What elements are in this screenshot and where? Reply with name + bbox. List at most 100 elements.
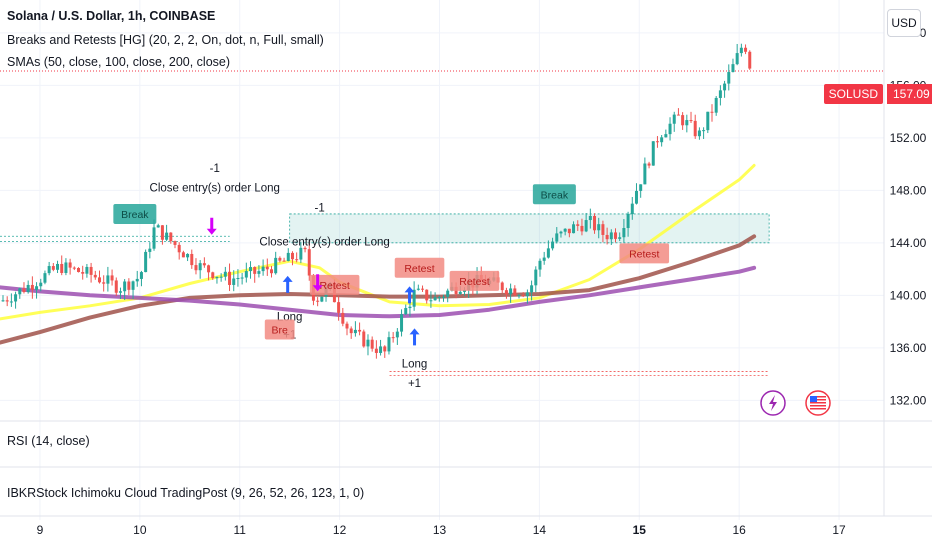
candle-body (597, 224, 601, 231)
candle-body (433, 297, 437, 301)
candle-body (681, 115, 685, 126)
candle-body (1, 300, 5, 302)
candle-body (618, 237, 622, 239)
candle-body (437, 297, 441, 299)
candle-body (727, 72, 731, 84)
annotation-text: -1 (315, 202, 325, 214)
candle-body (89, 266, 93, 275)
candle-body (534, 269, 538, 286)
candle-body (219, 276, 223, 278)
candle-body (748, 51, 752, 69)
label-box (309, 274, 360, 295)
candle-body (60, 263, 64, 273)
y-tick-label: 148.00 (890, 183, 927, 197)
candle-body (718, 90, 722, 98)
candle-body (77, 268, 81, 273)
candle-body (173, 241, 177, 245)
candle-body (286, 252, 290, 262)
candle-body (509, 288, 513, 295)
flag-canton (810, 396, 817, 402)
candle-body (186, 253, 190, 258)
candle-body (530, 285, 534, 293)
label-text: Break (121, 209, 149, 221)
x-tick-label: 17 (832, 523, 846, 537)
annotation-text: -1 (210, 163, 220, 175)
candle-body (307, 249, 311, 276)
candle-body (345, 323, 349, 329)
candle-body (9, 301, 13, 303)
retest-label: Retest (619, 243, 670, 264)
label-text: Break (541, 189, 569, 201)
candle-body (370, 339, 374, 349)
ichimoku-pane-label[interactable]: IBKRStock Ichimoku Cloud TradingPost (9,… (7, 486, 365, 500)
y-tick-label: 144.00 (890, 236, 927, 250)
candle-body (152, 227, 156, 249)
candle-body (114, 280, 118, 293)
sma-line-2 (0, 234, 757, 345)
candle-body (215, 276, 219, 279)
candle-body (165, 232, 169, 240)
candle-body (576, 224, 580, 226)
y-tick-label: 152.00 (890, 131, 927, 145)
label-text: Retest (404, 263, 434, 275)
candle-body (504, 290, 508, 295)
lightning-glyph (769, 395, 777, 411)
candle-body (672, 114, 676, 124)
candle-body (660, 137, 664, 143)
chart-title: Solana / U.S. Dollar, 1h, COINBASE (7, 9, 216, 23)
candle-body (278, 257, 282, 261)
rsi-pane-label[interactable]: RSI (14, close) (7, 434, 90, 448)
candle-body (655, 141, 659, 143)
candle-body (160, 225, 164, 240)
symbol-tag: SOLUSD (823, 84, 883, 104)
candle-body (265, 266, 269, 270)
candle-body (458, 291, 462, 294)
candle-body (538, 260, 542, 270)
candle-body (693, 120, 697, 137)
candle-body (412, 289, 416, 307)
x-tick-label: 10 (133, 523, 147, 537)
candle-body (521, 295, 525, 297)
candle-body (555, 233, 559, 242)
break-label: Break (113, 203, 157, 224)
candle-body (588, 215, 592, 221)
candle-body (517, 295, 521, 297)
flag-stripe (810, 405, 826, 407)
candle-body (706, 111, 710, 131)
candle-body (26, 284, 30, 293)
label-box (449, 270, 500, 291)
currency-button[interactable]: USD (887, 9, 921, 37)
indicator-breaks-retests[interactable]: Breaks and Retests [HG] (20, 2, 2, On, d… (7, 33, 324, 47)
exit-arrow-icon (206, 217, 217, 235)
candle-body (244, 271, 248, 278)
candle-body (710, 111, 714, 113)
candle-body (572, 224, 576, 234)
candle-body (123, 281, 127, 292)
candle-body (202, 263, 206, 266)
label-box (264, 319, 295, 340)
candle-body (299, 247, 303, 260)
candle-body (207, 265, 211, 273)
y-tick-label: 136.00 (890, 341, 927, 355)
candle-body (269, 269, 273, 274)
annotation-text: Long (402, 359, 428, 371)
candle-body (232, 278, 236, 285)
candle-body (93, 274, 97, 278)
candle-body (240, 277, 244, 279)
indicator-smas[interactable]: SMAs (50, close, 100, close, 200, close) (7, 55, 231, 69)
candle-body (97, 277, 101, 283)
candle-body (551, 241, 555, 249)
candle-body (421, 288, 425, 290)
candle-body (106, 275, 110, 284)
candle-body (353, 329, 357, 334)
candle-body (5, 300, 9, 302)
candle-body (416, 288, 420, 290)
candle-body (228, 271, 232, 285)
candle-body (337, 302, 341, 313)
candle-body (702, 130, 706, 132)
candle-body (500, 282, 504, 291)
candle-body (156, 225, 160, 228)
candle-body (697, 130, 701, 137)
candle-body (643, 163, 647, 185)
